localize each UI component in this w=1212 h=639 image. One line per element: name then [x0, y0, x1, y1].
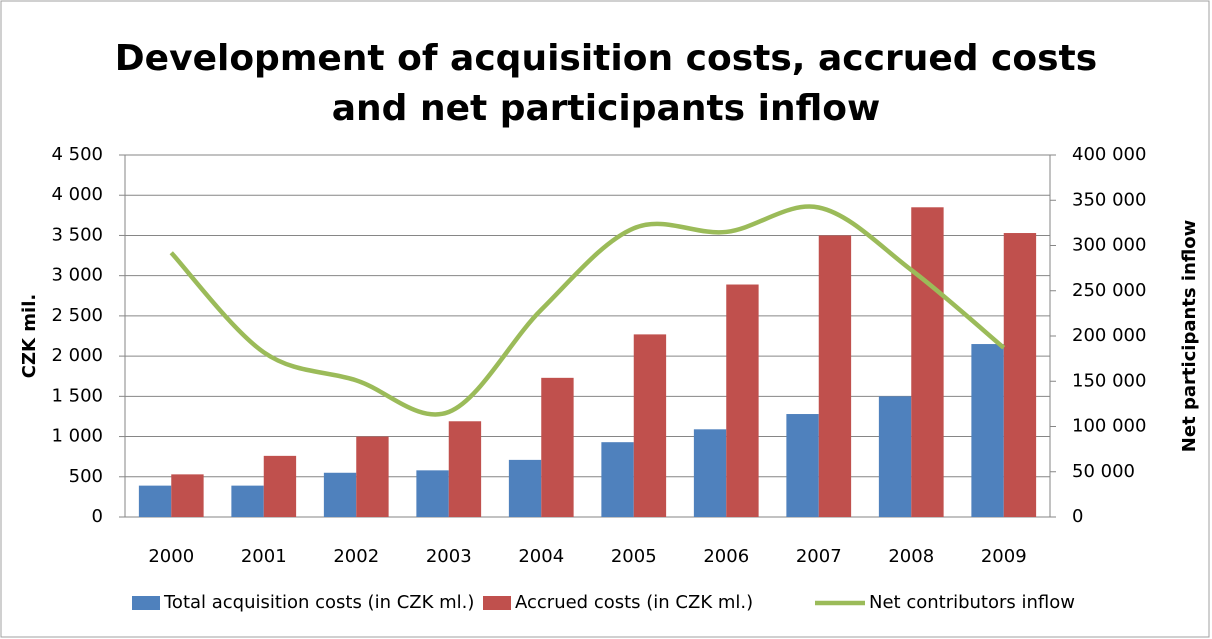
bar — [356, 436, 389, 517]
y-tick-label: 1 000 — [51, 426, 103, 447]
y-tick-label: 1 500 — [51, 385, 103, 406]
bar — [633, 334, 667, 517]
x-tick-label: 2003 — [426, 546, 472, 567]
bar — [878, 396, 912, 517]
y2-tick-label: 50 000 — [1072, 461, 1135, 482]
legend-label: Total acquisition costs (in CZK ml.) — [163, 592, 474, 613]
y-axis-label: CZK mil. — [19, 294, 40, 378]
bar — [911, 207, 944, 518]
y-tick-label: 500 — [69, 466, 103, 487]
bar — [263, 455, 297, 517]
bar — [231, 485, 264, 517]
bar — [818, 235, 852, 517]
bar — [448, 421, 482, 517]
line — [169, 204, 1006, 417]
y-tick-label: 4 000 — [51, 184, 103, 205]
x-tick-label: 2000 — [148, 546, 194, 567]
y-tick-label: 3 000 — [51, 265, 103, 286]
bar — [541, 377, 574, 517]
bar — [323, 472, 357, 517]
chart-title: Development of acquisition costs, accrue… — [115, 38, 1097, 79]
legend-swatch — [483, 596, 511, 610]
legend-label: Accrued costs (in CZK ml.) — [515, 592, 753, 613]
y-tick-label: 2 000 — [51, 345, 103, 366]
y-tick-label: 4 500 — [51, 144, 103, 165]
x-tick-label: 2002 — [333, 546, 379, 567]
y2-tick-label: 300 000 — [1072, 235, 1146, 256]
y-tick-label: 0 — [92, 506, 103, 527]
bar — [138, 485, 172, 517]
bar — [971, 344, 1004, 517]
y2-tick-label: 150 000 — [1072, 370, 1146, 391]
bar — [1003, 233, 1037, 517]
bar — [693, 429, 727, 517]
bar — [171, 474, 204, 517]
x-tick-label: 2004 — [518, 546, 564, 567]
y2-tick-label: 250 000 — [1072, 280, 1146, 301]
y-tick-label: 2 500 — [51, 305, 103, 326]
y2-tick-label: 100 000 — [1072, 416, 1146, 437]
legend-label: Net contributors inflow — [869, 592, 1075, 613]
y2-axis-label: Net participants inflow — [1179, 220, 1200, 452]
y2-tick-label: 350 000 — [1072, 189, 1146, 210]
y2-tick-label: 0 — [1072, 506, 1083, 527]
x-tick-label: 2009 — [981, 546, 1027, 567]
y-tick-label: 3 500 — [51, 224, 103, 245]
legend-swatch — [132, 596, 160, 610]
bar — [726, 284, 759, 517]
bar — [601, 442, 634, 517]
bar — [508, 459, 542, 517]
x-tick-label: 2006 — [703, 546, 749, 567]
bar — [786, 414, 819, 517]
y2-tick-label: 200 000 — [1072, 325, 1146, 346]
y2-tick-label: 400 000 — [1072, 144, 1146, 165]
bar — [416, 470, 449, 517]
x-tick-label: 2005 — [611, 546, 657, 567]
chart-title: and net participants inflow — [332, 88, 881, 129]
x-tick-label: 2001 — [241, 546, 287, 567]
x-tick-label: 2008 — [888, 546, 934, 567]
x-tick-label: 2007 — [796, 546, 842, 567]
